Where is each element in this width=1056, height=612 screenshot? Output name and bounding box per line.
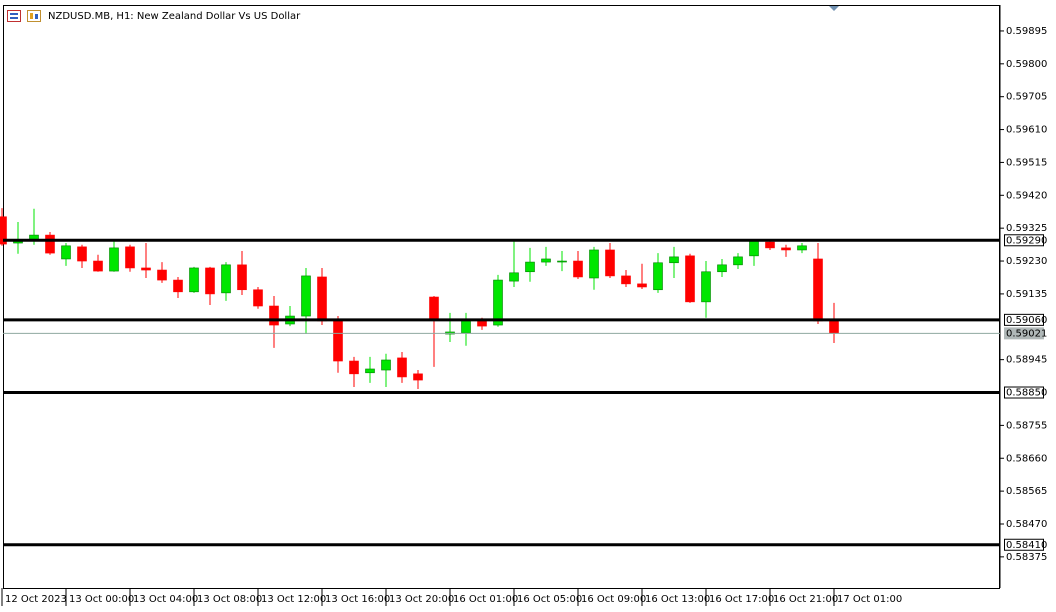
x-tick-label: 16 Oct 01:00 [453, 594, 518, 605]
x-tick-label: 17 Oct 01:00 [837, 594, 902, 605]
icon [10, 17, 18, 19]
x-tick-label: 13 Oct 00:00 [69, 594, 134, 605]
candle-body [317, 276, 327, 322]
x-tick-label: 12 Oct 2023 [5, 594, 67, 605]
y-tick-label: 0.59800 [1006, 59, 1047, 70]
candle-body [77, 246, 87, 262]
y-tick-label: 0.59895 [1006, 26, 1047, 37]
trade-marker [829, 6, 839, 11]
x-tick-label: 16 Oct 05:00 [517, 594, 582, 605]
candle-body [301, 275, 311, 317]
icon [35, 14, 38, 19]
candle-body [397, 357, 407, 378]
x-tick-label: 16 Oct 13:00 [645, 594, 710, 605]
candle-body [749, 240, 759, 257]
candle-body [557, 260, 567, 263]
level-label: 0.59290 [1006, 235, 1047, 246]
candle-body [429, 296, 439, 320]
y-tick-label: 0.58375 [1006, 552, 1047, 563]
candle-body [813, 258, 823, 322]
candle-body [365, 368, 375, 374]
y-tick-label: 0.58470 [1006, 519, 1047, 530]
candle-body [237, 264, 247, 291]
chart-title: NZDUSD.MB, H1: New Zealand Dollar Vs US … [48, 11, 301, 22]
level-label-box [1004, 313, 1044, 326]
x-tick-label: 13 Oct 20:00 [389, 594, 454, 605]
x-tick-label: 16 Oct 21:00 [773, 594, 838, 605]
candle-body [669, 256, 679, 264]
candle-body [45, 234, 55, 254]
y-tick-label: 0.58565 [1006, 486, 1047, 497]
level-label: 0.58850 [1006, 388, 1047, 399]
icon [10, 13, 18, 15]
current-price-label: 0.59021 [1006, 328, 1047, 339]
x-tick-label: 13 Oct 08:00 [197, 594, 262, 605]
current-price-box [1004, 327, 1044, 340]
candle-body [781, 247, 791, 251]
y-tick-label: 0.59515 [1006, 157, 1047, 168]
candle-body [541, 258, 551, 263]
candle-body [573, 260, 583, 278]
level-label-box [1004, 386, 1044, 399]
icon [27, 10, 41, 22]
level-label-box [1004, 538, 1044, 551]
candle-body [685, 255, 695, 303]
candle-body [525, 261, 535, 273]
x-tick-label: 16 Oct 17:00 [709, 594, 774, 605]
x-tick-label: 13 Oct 12:00 [261, 594, 326, 605]
candle-body [253, 289, 263, 307]
candle-body [413, 373, 423, 381]
level-label-box [1004, 234, 1044, 247]
y-tick-label: 0.58660 [1006, 453, 1047, 464]
candle-body [637, 283, 647, 288]
x-tick-label: 13 Oct 04:00 [133, 594, 198, 605]
candle-body [653, 262, 663, 291]
candle-body [349, 360, 359, 375]
y-tick-label: 0.59325 [1006, 223, 1047, 234]
candle-body [125, 246, 135, 269]
chart-icons [7, 10, 41, 22]
candle-body [829, 319, 839, 334]
candle-body [93, 260, 103, 272]
y-tick-label: 0.59610 [1006, 125, 1047, 136]
icon [30, 13, 33, 19]
candle-body [733, 256, 743, 266]
candle-body [605, 249, 615, 277]
y-tick-label: 0.59420 [1006, 190, 1047, 201]
candle-body [0, 216, 7, 245]
candle-body [269, 305, 279, 326]
candle-body [381, 359, 391, 371]
level-label: 0.59060 [1006, 315, 1047, 326]
candle-body [461, 319, 471, 334]
candle-body [493, 279, 503, 326]
candle-body [141, 267, 151, 271]
y-tick-label: 0.58945 [1006, 355, 1047, 366]
icon [7, 10, 21, 22]
candle-body [205, 267, 215, 295]
candle-body [701, 271, 711, 303]
y-tick-label: 0.59230 [1006, 256, 1047, 267]
candle-body [221, 264, 231, 294]
x-tick-label: 13 Oct 16:00 [325, 594, 390, 605]
candle-body [717, 264, 727, 273]
candle-body [621, 275, 631, 285]
candle-body [109, 247, 119, 272]
y-tick-label: 0.59135 [1006, 289, 1047, 300]
y-tick-label: 0.59705 [1006, 92, 1047, 103]
candle-body [765, 241, 775, 249]
candle-body [333, 319, 343, 362]
candle-body [61, 245, 71, 260]
candle-body [797, 245, 807, 251]
y-tick-label: 0.58755 [1006, 420, 1047, 431]
candle-body [589, 249, 599, 279]
candle-body [173, 279, 183, 293]
x-tick-label: 16 Oct 09:00 [581, 594, 646, 605]
candle-body [157, 269, 167, 281]
candle-body [189, 267, 199, 293]
candle-body [509, 272, 519, 282]
level-label: 0.58410 [1006, 540, 1047, 551]
